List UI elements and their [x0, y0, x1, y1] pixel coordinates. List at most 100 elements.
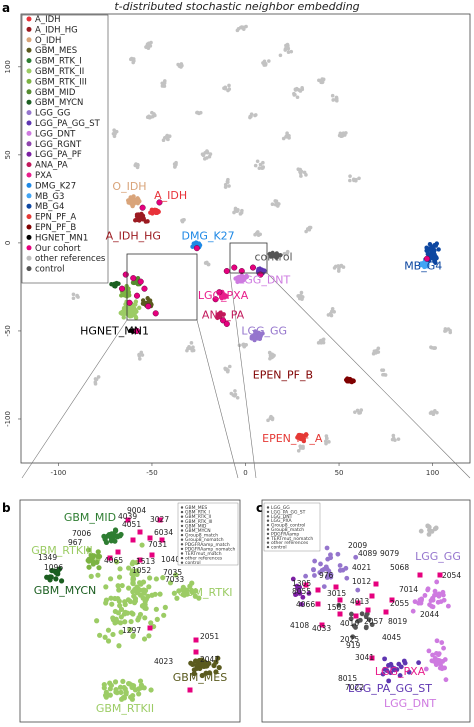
reference-point	[295, 95, 300, 100]
point-c	[390, 665, 396, 671]
points-b	[44, 517, 222, 702]
sample-id-c: 9079	[380, 549, 399, 558]
cohort-point-b	[115, 549, 121, 555]
point-b	[142, 588, 149, 594]
reference-point	[296, 448, 301, 453]
point-c	[412, 599, 418, 605]
point-b	[103, 584, 109, 590]
point-c	[297, 584, 303, 590]
point-b	[196, 595, 202, 601]
cohort-point-c	[353, 613, 359, 619]
reference-point	[266, 418, 270, 423]
sample-id-c: 2057	[364, 617, 383, 626]
reference-point	[348, 178, 352, 183]
cohort-point	[223, 268, 230, 275]
point-b	[216, 664, 222, 671]
cluster-point	[151, 209, 157, 215]
reference-point	[302, 170, 307, 175]
reference-point	[330, 93, 335, 98]
sample-id-c: 4010	[340, 619, 359, 628]
cohort-point-b	[187, 687, 193, 693]
legend-label: LGG_GG	[35, 109, 70, 119]
cohort-point	[220, 317, 227, 324]
point-c	[337, 568, 343, 573]
point-c	[423, 666, 429, 672]
y-tick-label: -100	[4, 411, 12, 427]
point-b	[134, 568, 140, 574]
point-b	[137, 678, 144, 684]
zoom-box-c	[229, 242, 268, 274]
cohort-point-b	[193, 649, 199, 655]
cluster-label: HGNET_MN1	[80, 324, 149, 337]
reference-point	[391, 437, 396, 442]
reference-point	[381, 372, 385, 377]
legend-c: LGG_GGLGG_PA_GG_STLGG_DNTLGG_PXAGroup8_c…	[263, 502, 321, 552]
cohort-point	[141, 285, 148, 292]
point-b	[105, 627, 112, 633]
cohort-point-b	[149, 552, 155, 558]
cohort-point-c	[319, 622, 325, 628]
legend-marker	[26, 37, 32, 43]
legend-marker	[26, 162, 32, 168]
legend-marker	[26, 47, 32, 53]
cohort-point-c	[437, 572, 443, 578]
point-c	[425, 586, 431, 592]
point-b	[105, 638, 112, 644]
point-c	[382, 666, 388, 672]
sample-id-b: 1297	[122, 626, 141, 635]
point-c	[382, 656, 387, 662]
reference-point	[278, 53, 283, 58]
legend-label: LGG_PA_PF	[35, 150, 82, 160]
point-b	[103, 689, 109, 695]
sample-id-c: 4021	[352, 563, 371, 572]
reference-point	[198, 110, 203, 115]
reference-point	[137, 353, 141, 357]
point-b	[55, 571, 61, 577]
legend-c-marker	[266, 528, 270, 531]
point-b	[109, 601, 115, 607]
reference-point	[298, 170, 302, 174]
cluster-label: LGG_PXA	[198, 289, 249, 302]
cohort-point	[238, 268, 245, 275]
point-c	[337, 563, 343, 568]
reference-point	[131, 60, 136, 65]
point-b	[89, 558, 96, 564]
reference-point	[76, 295, 80, 299]
legend-c-label: LGG_PA_GG_ST	[271, 509, 306, 515]
legend-marker	[26, 151, 32, 157]
cluster-point	[258, 268, 263, 273]
legend-marker	[26, 120, 32, 126]
reference-point	[201, 153, 206, 158]
point-c	[388, 670, 394, 676]
cluster-label: EPEN_PF_B	[253, 368, 313, 381]
point-b	[120, 694, 127, 701]
reference-point	[241, 343, 245, 347]
point-c	[436, 591, 442, 597]
reference-point	[160, 84, 165, 88]
point-b	[138, 682, 145, 688]
point-b	[152, 591, 158, 597]
sample-id-c: 1305	[292, 579, 311, 588]
reference-point	[335, 98, 339, 103]
cohort-point	[122, 271, 129, 278]
legend-marker	[26, 110, 32, 116]
point-c	[353, 554, 359, 560]
point-b	[182, 589, 188, 595]
cohort-point	[118, 285, 126, 292]
legend-b-marker	[180, 506, 184, 509]
point-c	[363, 625, 369, 631]
cluster-label: control	[254, 251, 292, 264]
reference-point	[144, 45, 149, 50]
legend-b-label: other references	[185, 556, 223, 562]
point-b	[113, 616, 119, 622]
sample-id-c: 2044	[420, 610, 439, 619]
x-tick-label: 0	[243, 469, 247, 477]
sample-id-c: 7014	[399, 585, 418, 594]
reference-point	[93, 382, 98, 386]
reference-point	[348, 174, 352, 178]
sample-id-c: 8019	[388, 617, 407, 626]
sample-id-c: 8055	[292, 587, 311, 596]
sample-id-c: 7022	[345, 683, 364, 692]
reference-point	[286, 50, 291, 54]
sample-id-b: 967	[68, 538, 83, 547]
